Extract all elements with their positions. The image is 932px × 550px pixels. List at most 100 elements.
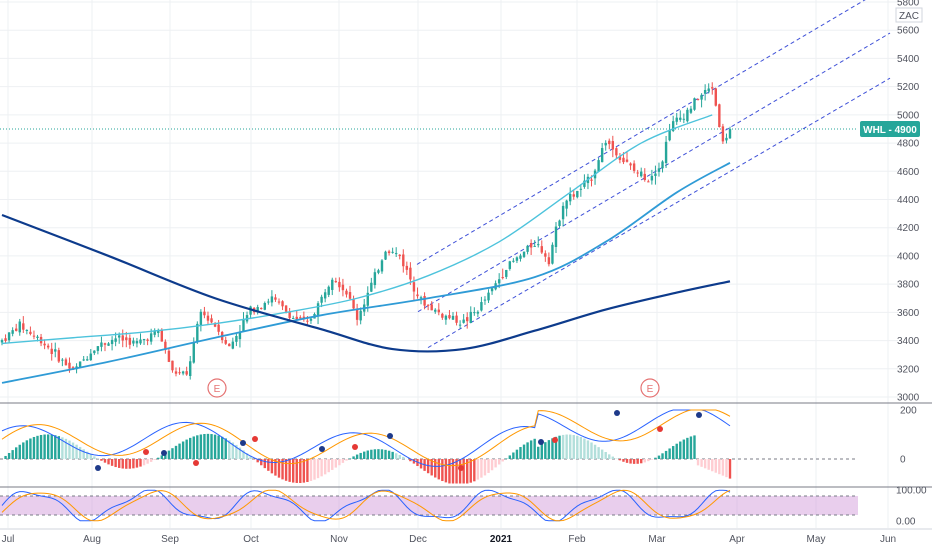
histogram-bar [412, 459, 416, 464]
candle-body [57, 350, 61, 362]
histogram-bar [270, 459, 274, 474]
candle-body [100, 342, 103, 347]
histogram-bar [249, 456, 252, 459]
candle-body [341, 284, 345, 291]
y-tick-label: 4400 [897, 195, 920, 206]
candle-body [327, 286, 330, 295]
histogram-bar [387, 450, 391, 459]
moving-average-ema_fast [1, 114, 713, 345]
candle-body [89, 353, 92, 361]
candle-body [231, 341, 235, 349]
histogram-bar [167, 450, 171, 459]
histogram-bar [192, 436, 195, 459]
histogram-bar [700, 459, 703, 467]
histogram-bar [703, 459, 707, 469]
candle-body [370, 282, 373, 292]
candle-body [714, 88, 717, 106]
candle-body [725, 137, 728, 141]
candle-body [224, 339, 227, 344]
histogram-bar [54, 435, 57, 459]
histogram-bar [490, 459, 494, 471]
candle-body [103, 343, 107, 345]
cross-marker [319, 446, 325, 452]
histogram-bar [110, 459, 114, 466]
candle-body [444, 315, 448, 320]
candle-body [68, 362, 71, 369]
histogram-bar [206, 433, 210, 459]
histogram-bar [78, 446, 82, 459]
candle-body [668, 129, 671, 141]
histogram-bar [661, 453, 664, 459]
histogram-bar [586, 440, 590, 459]
candle-body [117, 335, 121, 338]
cross-marker [252, 436, 258, 442]
candle-body [416, 294, 419, 297]
histogram-bar [149, 459, 153, 462]
currency-text: ZAC [899, 11, 919, 22]
histogram-bar [323, 459, 327, 475]
histogram-bar [238, 447, 242, 459]
candle-body [675, 117, 678, 122]
candle-body [515, 257, 519, 261]
histogram-bar [671, 446, 675, 459]
histogram-bar [505, 458, 508, 459]
candle-body [640, 171, 643, 177]
histogram-bar [199, 434, 203, 459]
histogram-bar [675, 443, 678, 459]
histogram-bar [231, 442, 235, 459]
histogram-bar [466, 459, 469, 484]
histogram-bar [512, 452, 515, 459]
histogram-bar [568, 434, 572, 459]
y-tick-label: 5200 [897, 82, 920, 93]
histogram-bar [689, 436, 693, 459]
histogram-bar [313, 459, 316, 480]
hist-y-tick: 200 [900, 406, 917, 417]
histogram-bar [100, 459, 103, 461]
histogram-bar [647, 459, 650, 462]
candle-body [686, 109, 689, 122]
candle-body [149, 333, 153, 342]
histogram-bar [32, 436, 36, 459]
candle-body [394, 253, 398, 255]
histogram-bar [267, 459, 270, 471]
cross-marker [240, 440, 246, 446]
histogram-bar [657, 455, 661, 459]
cross-marker [95, 465, 101, 471]
histogram-bar [686, 437, 689, 459]
histogram-bar [295, 459, 298, 483]
histogram-bar [526, 442, 529, 459]
histogram-bar [679, 441, 682, 459]
candle-body [604, 142, 607, 146]
candle-body [192, 342, 195, 363]
histogram-bar [71, 442, 75, 459]
candle-body [505, 269, 508, 277]
histogram-bar [501, 459, 504, 462]
histogram-bar [640, 459, 643, 464]
candle-body [110, 339, 114, 345]
candle-body [632, 163, 636, 171]
histogram-bar [217, 435, 220, 459]
candle-body [636, 172, 639, 174]
candle-body [497, 279, 501, 284]
candle-body [114, 338, 117, 342]
histogram-bar [597, 447, 600, 459]
candle-body [366, 292, 369, 306]
x-tick-label: Apr [729, 534, 745, 545]
histogram-bar [632, 459, 636, 464]
histogram-bar [497, 459, 501, 465]
histogram-bar [125, 459, 128, 469]
histogram-bar [121, 459, 124, 469]
histogram-bar [316, 459, 320, 479]
candle-body [323, 292, 327, 299]
candle-body [622, 157, 625, 163]
histogram-bar [89, 454, 92, 459]
candle-body [671, 121, 675, 131]
histogram-bar [458, 459, 462, 484]
histogram-bar [359, 452, 362, 459]
candle-body [291, 318, 295, 320]
candle-body [22, 323, 25, 330]
candle-body [139, 339, 142, 344]
candle-body [61, 359, 64, 361]
histogram-bar [579, 437, 583, 459]
